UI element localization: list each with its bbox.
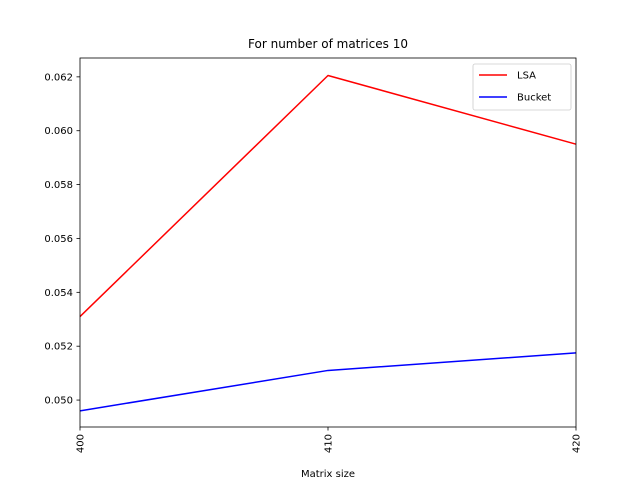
y-axis: 0.050 0.052 0.054 0.056 0.058 0.060 0.062	[44, 72, 80, 407]
y-tick-label: 0.056	[44, 234, 73, 245]
y-tick-label: 0.062	[44, 72, 73, 83]
x-tick-label: 420	[572, 434, 583, 453]
y-tick-label: 0.054	[44, 288, 73, 299]
y-tick-label: 0.052	[44, 342, 73, 353]
series-line-bucket	[79, 352, 577, 412]
x-tick-label: 400	[76, 434, 87, 453]
x-tick-label: 410	[324, 434, 335, 453]
legend-label-bucket: Bucket	[517, 93, 551, 104]
legend: LSA Bucket	[472, 63, 572, 111]
chart-title: For number of matrices 10	[248, 37, 408, 51]
y-tick-label: 0.050	[44, 396, 73, 407]
x-axis-label: Matrix size	[301, 469, 355, 480]
y-tick-label: 0.058	[44, 180, 73, 191]
x-axis: 400 410 420	[76, 427, 583, 453]
legend-label-lsa: LSA	[517, 71, 536, 82]
y-tick-label: 0.060	[44, 126, 73, 137]
series-line-lsa	[79, 74, 577, 318]
